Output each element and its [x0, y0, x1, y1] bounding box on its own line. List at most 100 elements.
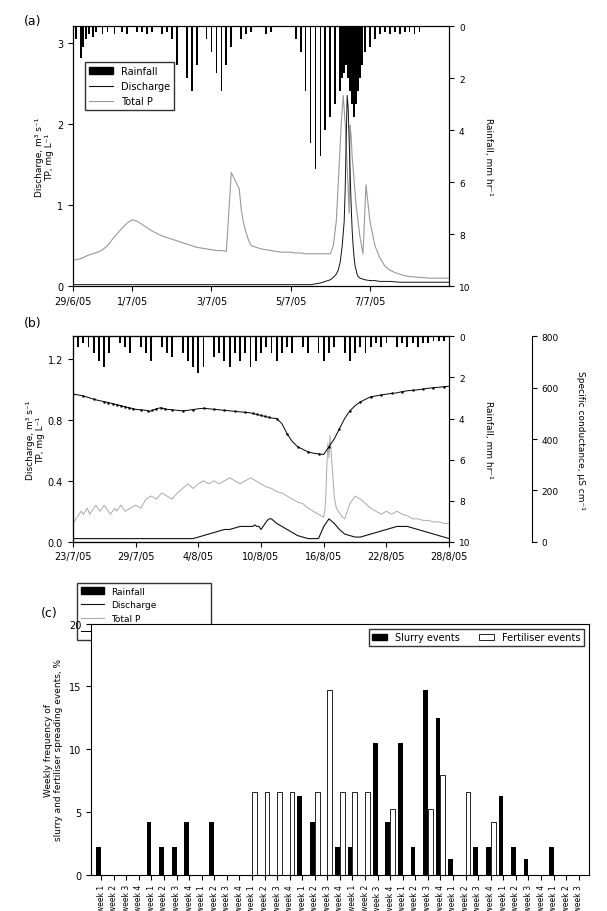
Bar — [185, 822, 189, 875]
Bar — [351, 27, 353, 106]
Bar — [276, 337, 277, 362]
Bar — [354, 337, 356, 353]
Bar — [245, 27, 247, 36]
Bar — [374, 27, 376, 40]
Bar — [349, 27, 351, 92]
Bar — [141, 27, 143, 33]
Bar — [277, 792, 282, 875]
Bar — [353, 792, 358, 875]
Bar — [176, 27, 178, 67]
Bar — [195, 27, 197, 67]
Bar — [171, 27, 173, 40]
Bar — [166, 27, 168, 33]
Bar — [209, 822, 214, 875]
Bar — [305, 27, 307, 92]
Bar — [145, 337, 147, 353]
Bar — [436, 718, 441, 875]
Bar — [310, 822, 315, 875]
Bar — [239, 337, 241, 362]
Bar — [225, 27, 227, 67]
Bar — [315, 792, 319, 875]
Bar — [126, 27, 128, 36]
Bar — [373, 743, 378, 875]
Bar — [206, 27, 208, 40]
Bar — [151, 27, 153, 33]
Bar — [328, 337, 330, 353]
Bar — [121, 27, 123, 33]
Bar — [124, 337, 126, 347]
Bar — [197, 337, 199, 374]
Bar — [137, 27, 138, 33]
Bar — [101, 27, 103, 36]
Bar — [98, 337, 100, 362]
Bar — [250, 27, 252, 33]
Bar — [192, 337, 194, 368]
Bar — [88, 27, 90, 36]
Bar — [295, 27, 297, 40]
Y-axis label: Discharge, m³ s⁻¹
TP, mg L⁻¹: Discharge, m³ s⁻¹ TP, mg L⁻¹ — [25, 400, 45, 479]
Bar — [265, 27, 267, 36]
Bar — [357, 27, 359, 92]
Y-axis label: Discharge, m³ s⁻¹
TP, mg L⁻¹: Discharge, m³ s⁻¹ TP, mg L⁻¹ — [35, 118, 54, 197]
Bar — [364, 27, 366, 53]
Bar — [409, 27, 410, 33]
Bar — [297, 795, 302, 875]
Text: (b): (b) — [24, 317, 41, 330]
Bar — [92, 27, 93, 37]
Bar — [151, 337, 152, 362]
Bar — [359, 27, 361, 79]
Bar — [191, 27, 192, 92]
Bar — [433, 337, 435, 341]
Bar — [223, 337, 225, 362]
Bar — [281, 337, 283, 353]
Bar — [365, 792, 370, 875]
Bar — [490, 822, 495, 875]
Bar — [394, 27, 396, 33]
Bar — [423, 691, 428, 875]
Bar — [404, 27, 405, 33]
Bar — [441, 775, 446, 875]
Bar — [330, 27, 331, 118]
Bar — [114, 27, 115, 36]
Bar — [82, 27, 84, 48]
Bar — [229, 337, 231, 368]
Bar — [410, 847, 415, 875]
Bar — [219, 337, 220, 353]
Legend: Rainfall, Discharge, Total P, Specific conductance: Rainfall, Discharge, Total P, Specific c… — [77, 583, 211, 640]
Bar — [300, 27, 302, 53]
Bar — [129, 337, 131, 353]
Bar — [413, 27, 415, 36]
Bar — [215, 27, 217, 74]
Bar — [333, 337, 335, 347]
Bar — [370, 337, 371, 347]
Bar — [384, 27, 385, 33]
Bar — [319, 27, 321, 157]
Bar — [203, 337, 205, 368]
Bar — [428, 809, 433, 875]
Bar — [119, 337, 121, 343]
Bar — [87, 337, 89, 347]
Bar — [361, 27, 363, 67]
Bar — [375, 337, 377, 343]
Bar — [93, 337, 95, 353]
Bar — [385, 822, 390, 875]
Bar — [340, 792, 345, 875]
Bar — [396, 337, 398, 347]
Bar — [422, 337, 424, 343]
Bar — [103, 337, 105, 368]
Bar — [83, 337, 84, 343]
Bar — [265, 337, 267, 347]
Bar — [265, 792, 270, 875]
Bar — [335, 847, 340, 875]
Bar — [334, 27, 336, 106]
Bar — [323, 337, 325, 362]
Bar — [211, 27, 212, 53]
Bar — [344, 337, 345, 353]
Bar — [398, 743, 403, 875]
Bar — [271, 337, 273, 353]
Bar — [147, 822, 151, 875]
Bar — [466, 792, 470, 875]
Bar — [161, 337, 163, 347]
Y-axis label: Specific conductance, µS cm⁻¹: Specific conductance, µS cm⁻¹ — [575, 370, 585, 509]
Bar — [511, 847, 516, 875]
